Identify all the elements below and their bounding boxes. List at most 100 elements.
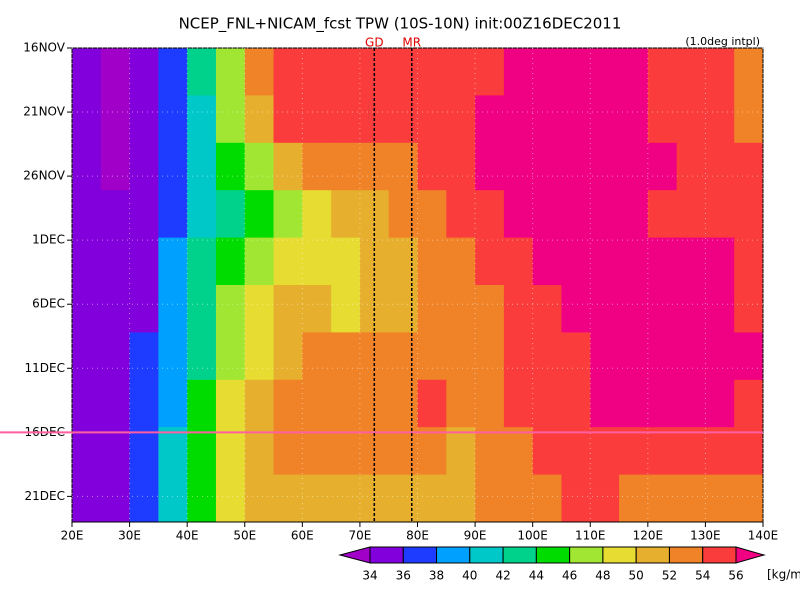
cell [705,237,735,286]
cell [331,95,361,144]
cell [619,379,649,428]
cell [417,190,447,239]
cell [158,379,188,428]
cell [619,332,649,381]
cell [446,379,476,428]
cell [561,379,591,428]
cell [129,285,159,333]
cell [446,190,476,239]
cell [446,142,476,191]
cell [388,142,418,191]
cell [619,48,649,96]
cell [417,332,447,381]
cell [388,285,418,333]
x-tick-label: 20E [61,529,84,543]
cell [503,285,534,333]
cell [503,332,534,381]
cell [734,285,764,333]
colorbar-box [668,546,704,564]
cell [705,48,735,96]
cell [302,237,332,286]
cell [647,190,678,239]
cell [215,95,246,144]
y-tick-label: 21DEC [25,489,65,503]
colorbar-label: 52 [662,569,677,583]
cell [302,427,332,476]
cell [734,95,764,144]
colorbar-box [369,546,404,564]
cell [705,142,735,191]
cell [619,142,649,191]
cell [100,237,131,286]
x-tick-label: 80E [406,529,429,543]
cell [590,474,620,523]
colorbar-box [569,546,604,564]
cell [273,285,303,333]
cell [676,190,706,239]
cell [302,190,332,239]
cell [158,427,188,476]
cell [446,332,476,381]
cell [561,332,591,381]
x-tick-label: 140E [748,529,779,543]
cell [734,142,764,191]
cell [302,285,332,333]
cell [590,379,620,428]
colorbar-high [735,546,766,564]
cell [590,427,620,476]
colorbar-label: 48 [595,569,610,583]
cell [273,379,303,428]
cell [244,142,275,191]
cell [244,332,275,381]
cell [619,427,649,476]
cell [561,237,591,286]
colorbar-label: 40 [462,569,477,583]
cell [676,427,706,476]
cell [129,474,159,523]
cell [734,48,764,96]
cell [302,379,332,428]
cell [244,285,275,333]
cell [187,190,217,239]
cell [705,332,735,381]
cell [446,95,476,144]
cell [705,474,735,523]
cell [331,427,361,476]
cell [158,95,188,144]
colorbar-box [469,546,504,564]
cell [158,474,188,523]
cell [100,379,131,428]
cell [331,190,361,239]
cell [590,142,620,191]
cell [187,379,217,428]
cell [475,332,505,381]
cell [561,190,591,239]
cell [475,237,505,286]
x-tick-label: 40E [176,529,199,543]
cell [302,332,332,381]
cell [676,474,706,523]
cell [187,474,217,523]
cell [187,332,217,381]
cell [619,285,649,333]
cell [503,379,534,428]
cell [446,285,476,333]
x-tick-label: 30E [118,529,141,543]
cell [734,237,764,286]
colorbar-box [402,546,438,564]
cell [561,474,591,523]
cell [331,332,361,381]
cell [734,427,764,476]
cell [676,379,706,428]
cell [647,427,678,476]
cell [215,332,246,381]
x-tick-label: 50E [233,529,256,543]
x-tick-label: 110E [575,529,606,543]
cell [187,285,217,333]
cell [647,379,678,428]
colorbar-box [602,546,637,564]
cell [503,474,534,523]
cell [532,474,562,523]
cell [388,48,418,96]
